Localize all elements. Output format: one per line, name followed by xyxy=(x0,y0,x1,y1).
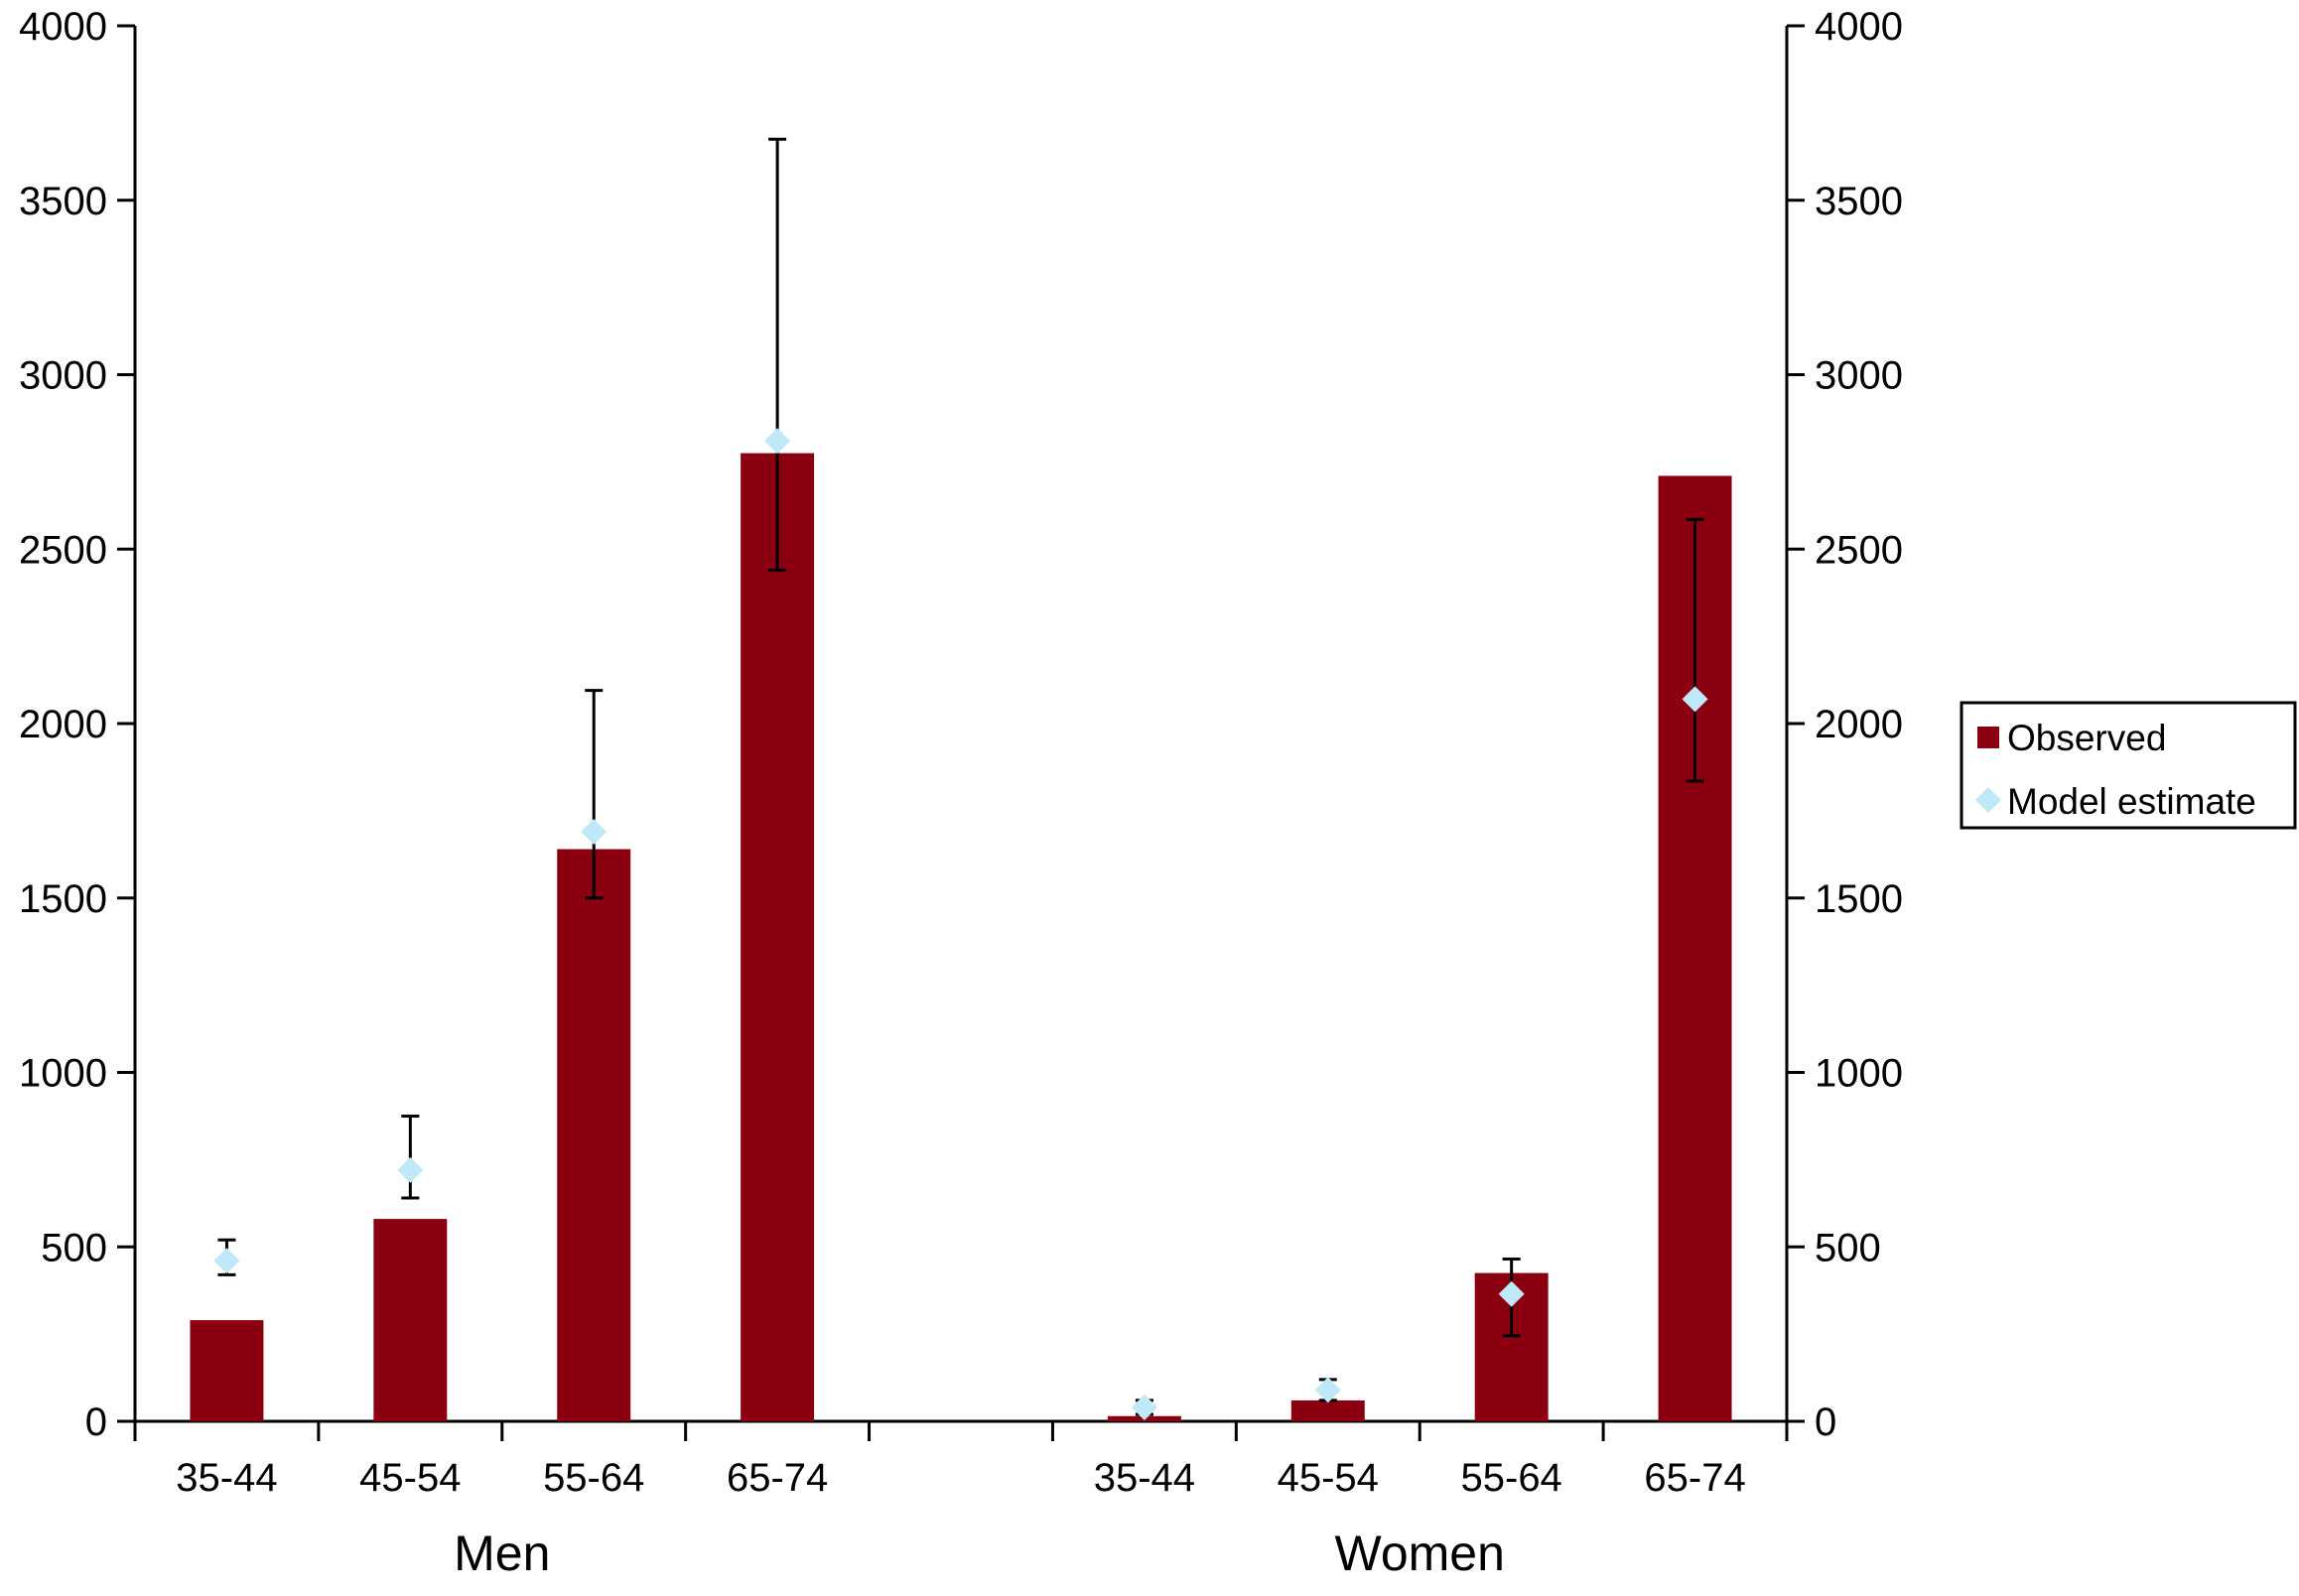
y-tick-label-left: 2500 xyxy=(19,528,107,572)
legend-label-observed: Observed xyxy=(2007,718,2166,758)
y-tick-label-left: 2000 xyxy=(19,703,107,746)
x-category-label: 45-54 xyxy=(359,1456,461,1500)
y-tick-label-right: 2000 xyxy=(1815,703,1903,746)
x-group-label: Men xyxy=(454,1526,550,1581)
x-group-label: Women xyxy=(1335,1526,1505,1581)
legend-box xyxy=(1960,701,2297,830)
legend-swatch-observed xyxy=(1977,727,1999,748)
bar-observed xyxy=(741,453,815,1421)
y-tick-label-left: 1500 xyxy=(19,877,107,921)
marker-model-estimate xyxy=(1314,1377,1341,1403)
marker-model-estimate xyxy=(1498,1280,1525,1307)
x-category-label: 35-44 xyxy=(1094,1456,1195,1500)
axes: 0 0 500 500 1000 1000 1500 1500 2000 2000 2500 2500… xyxy=(19,5,1903,1581)
x-category-label: 45-54 xyxy=(1278,1456,1379,1500)
y-tick-label-left: 4000 xyxy=(19,5,107,49)
bar-observed xyxy=(1290,1399,1365,1421)
y-tick-label-left: 1000 xyxy=(19,1052,107,1096)
x-category-label: 55-64 xyxy=(543,1456,644,1500)
y-tick-label-right: 4000 xyxy=(1815,5,1903,49)
y-tick-label-left: 0 xyxy=(85,1400,107,1444)
x-category-label: 65-74 xyxy=(727,1456,828,1500)
y-tick-label-right: 1500 xyxy=(1815,877,1903,921)
y-tick-label-right: 2500 xyxy=(1815,528,1903,572)
legend-label-model-estimate: Model estimate xyxy=(2007,781,2256,822)
bar-observed xyxy=(557,849,631,1421)
bars xyxy=(190,453,1732,1421)
y-tick-label-right: 1000 xyxy=(1815,1052,1903,1096)
markers xyxy=(213,428,1708,1420)
bar-observed xyxy=(373,1219,448,1421)
y-tick-label-right: 0 xyxy=(1815,1400,1836,1444)
marker-model-estimate xyxy=(1131,1394,1157,1420)
y-tick-label-right: 3500 xyxy=(1815,180,1903,223)
y-tick-label-left: 500 xyxy=(41,1226,107,1269)
marker-model-estimate xyxy=(397,1156,424,1183)
legend: Observed Model estimate xyxy=(1960,701,2297,830)
legend-swatch-model-estimate xyxy=(1975,787,2001,813)
x-category-label: 65-74 xyxy=(1644,1456,1745,1500)
x-category-label: 35-44 xyxy=(176,1456,277,1500)
y-tick-label-left: 3000 xyxy=(19,354,107,398)
marker-model-estimate xyxy=(581,818,608,845)
x-category-label: 55-64 xyxy=(1461,1456,1562,1500)
marker-model-estimate xyxy=(1682,686,1708,713)
marker-model-estimate xyxy=(764,428,791,455)
marker-model-estimate xyxy=(213,1248,240,1274)
bar-observed xyxy=(190,1320,264,1421)
y-tick-label-right: 500 xyxy=(1815,1226,1881,1269)
y-tick-label-right: 3000 xyxy=(1815,354,1903,398)
y-tick-label-left: 3500 xyxy=(19,180,107,223)
